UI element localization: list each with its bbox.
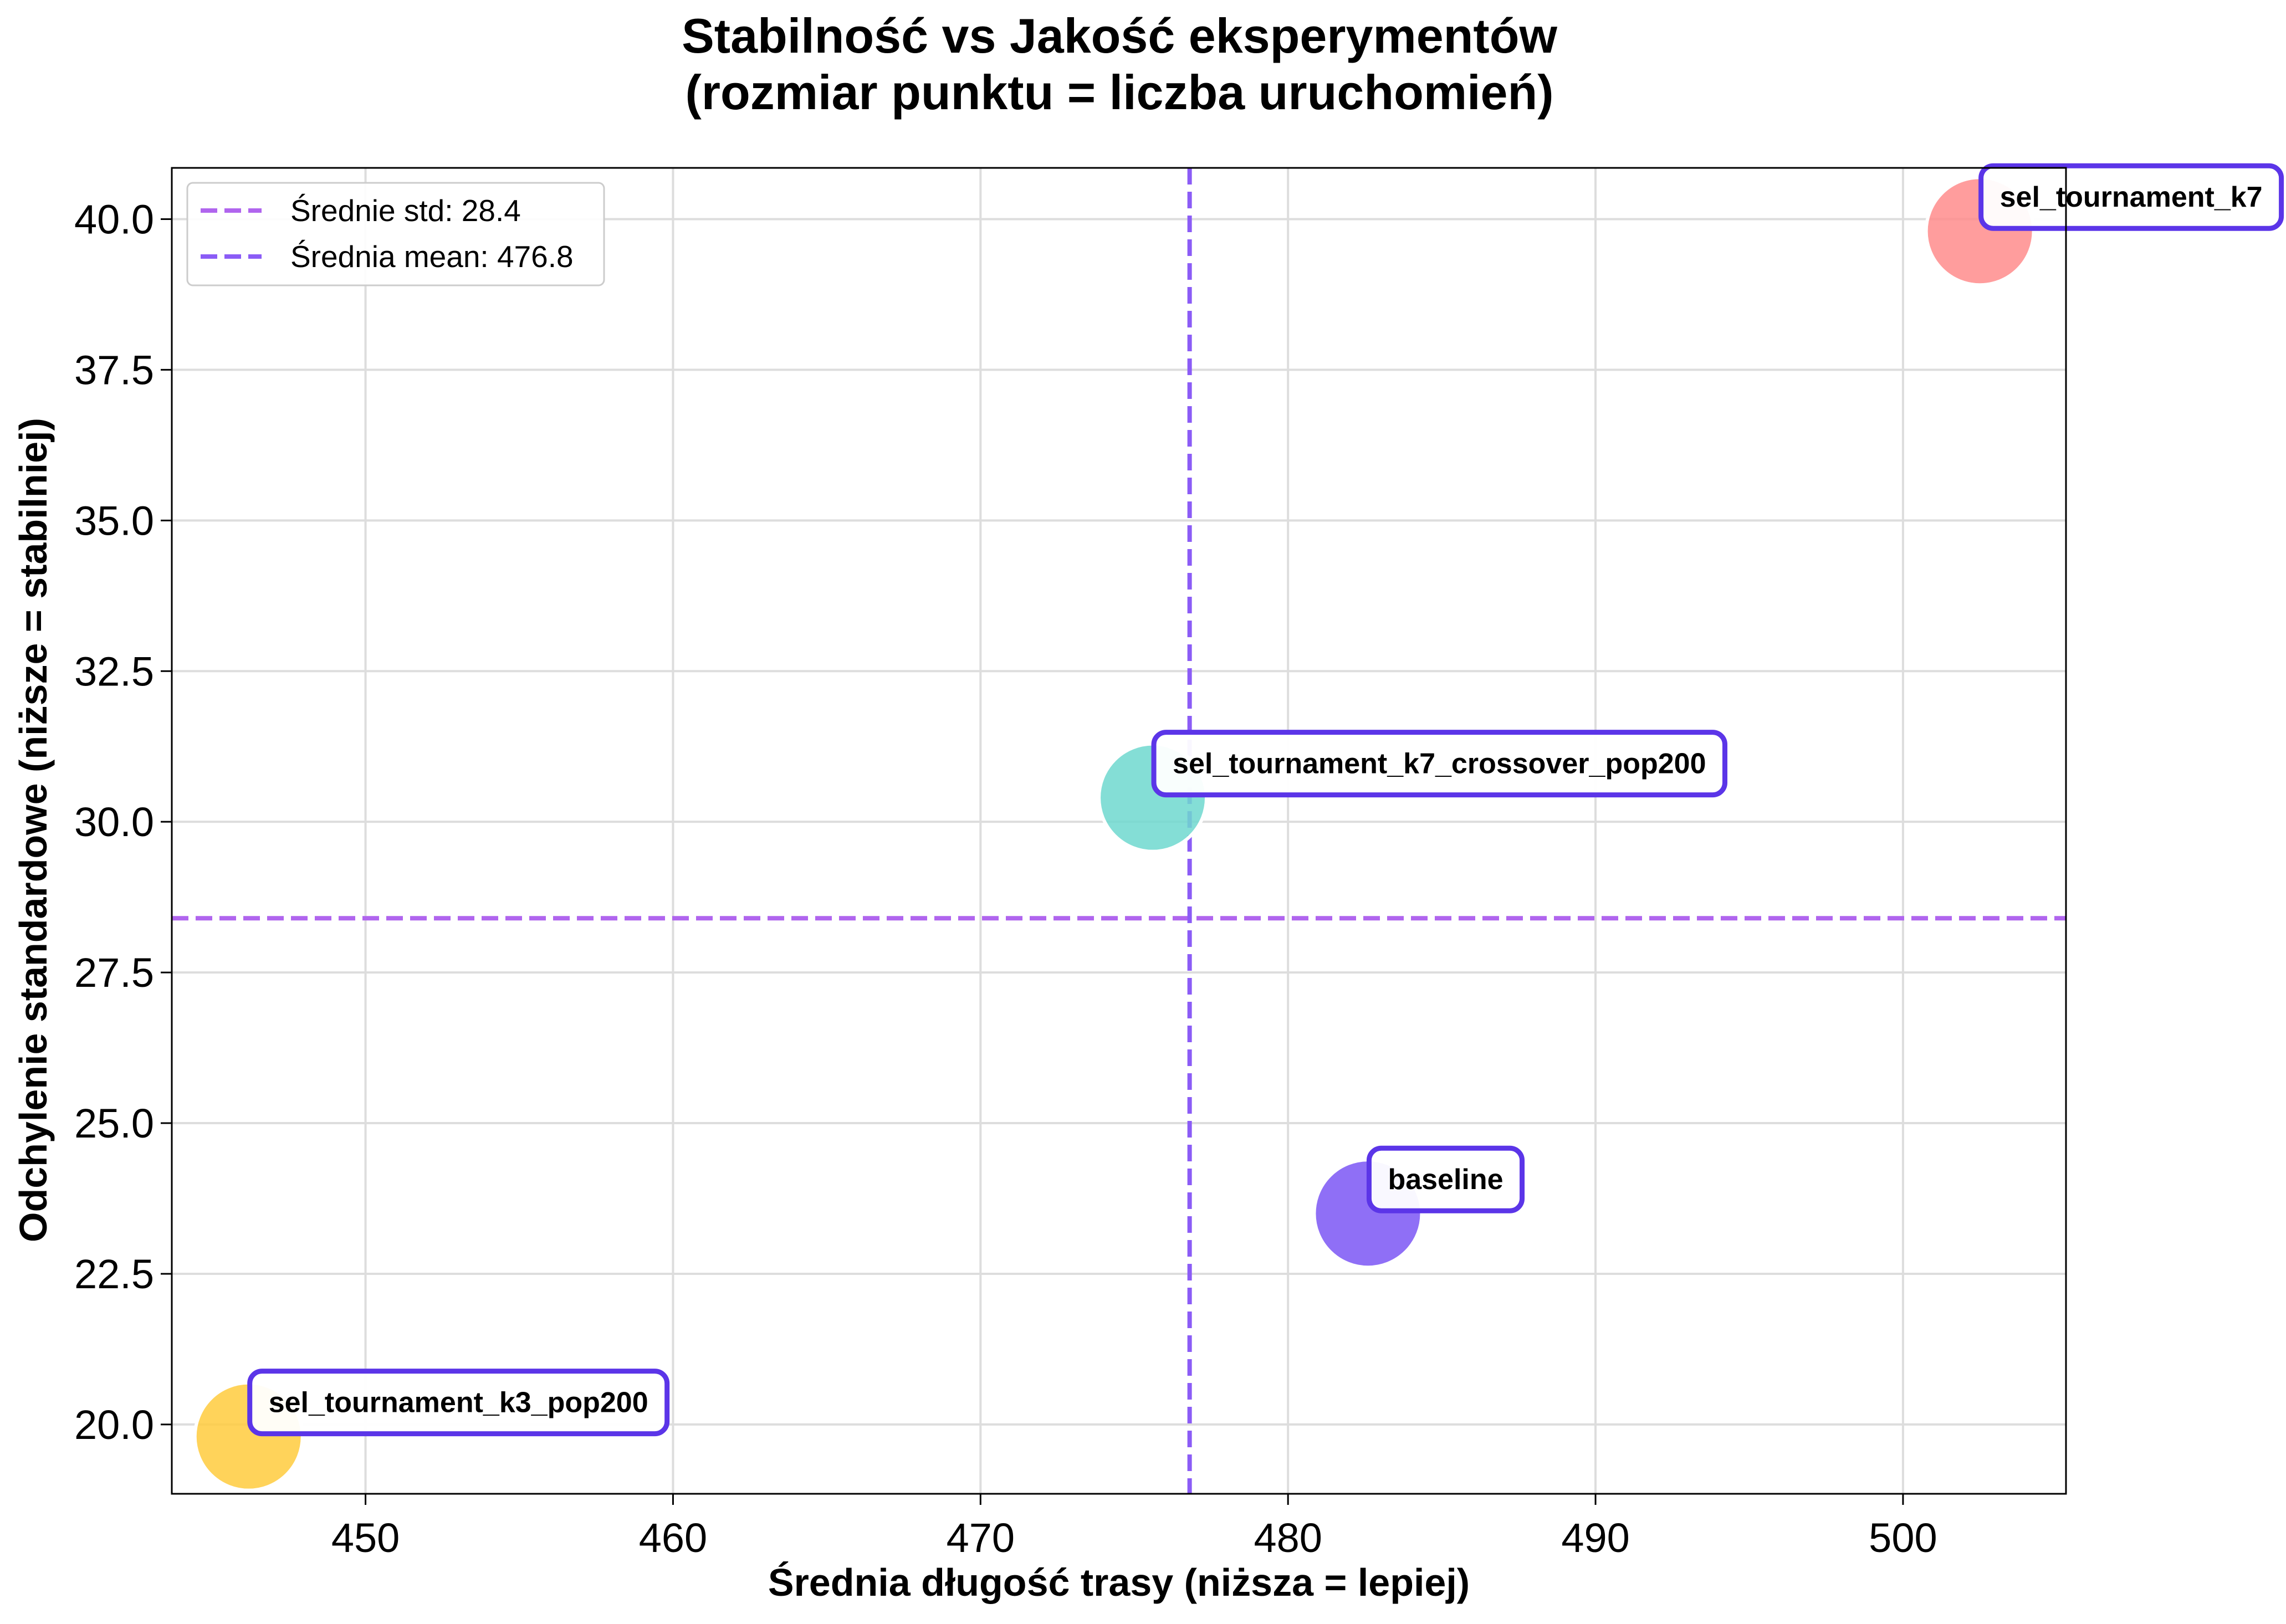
y-tick-label: 27.5 [74, 950, 154, 996]
reference-lines [172, 168, 2066, 1494]
point-label: sel_tournament_k7 [1978, 163, 2284, 231]
y-tick-label: 22.5 [74, 1251, 154, 1297]
legend: Średnie std: 28.4 Średnia mean: 476.8 [186, 182, 605, 286]
y-tick-label: 35.0 [74, 498, 154, 544]
x-tick-label: 490 [1561, 1515, 1629, 1561]
chart-subtitle: (rozmiar punktu = liczba uruchomień) [685, 65, 1553, 120]
x-axis-label: Średnia długość trasy (niższa = lepiej) [768, 1561, 1470, 1604]
chart-title: Stabilność vs Jakość eksperymentów [682, 8, 1557, 63]
point-label-text: baseline [1388, 1164, 1503, 1196]
y-axis-label: Odchylenie standardowe (niższe = stabiln… [12, 418, 55, 1242]
legend-label-std: Średnie std: 28.4 [290, 193, 521, 228]
x-tick-label: 480 [1254, 1515, 1322, 1561]
x-tick-label: 500 [1869, 1515, 1937, 1561]
y-tick-label: 25.0 [74, 1100, 154, 1146]
x-tick-label: 460 [639, 1515, 707, 1561]
y-tick-label: 40.0 [74, 196, 154, 242]
y-tick-label: 32.5 [74, 648, 154, 694]
point-label-box [1366, 1145, 1525, 1213]
legend-label-mean: Średnia mean: 476.8 [290, 239, 574, 274]
y-tick-label: 37.5 [74, 347, 154, 393]
point-label-text: sel_tournament_k7 [2000, 181, 2263, 213]
point-label-box [1151, 730, 1728, 798]
y-tick-label: 20.0 [74, 1402, 154, 1448]
x-tick-label: 450 [331, 1515, 400, 1561]
y-tick-label: 30.0 [74, 799, 154, 845]
grid [172, 168, 2066, 1494]
point-label-box [1978, 163, 2284, 231]
point-label: sel_tournament_k7_crossover_pop200 [1151, 730, 1728, 798]
legend-box [186, 182, 605, 286]
x-tick-label: 470 [947, 1515, 1015, 1561]
point-label-text: sel_tournament_k7_crossover_pop200 [1173, 748, 1706, 780]
x-axis-ticks: 450 460 470 480 490 500 [331, 1494, 1937, 1561]
y-axis-ticks: 20.0 22.5 25.0 27.5 30.0 32.5 35.0 37.5 40.0 [74, 196, 172, 1448]
point-label: sel_tournament_k3_pop200 [247, 1369, 670, 1437]
data-points: sel_tournament_k7 sel_tournament_k7_cross… [193, 163, 2284, 1492]
plot-frame [171, 167, 2067, 1495]
point-label: baseline [1366, 1145, 1525, 1213]
point-label-text: sel_tournament_k3_pop200 [269, 1387, 648, 1419]
point-label-box [247, 1369, 670, 1437]
